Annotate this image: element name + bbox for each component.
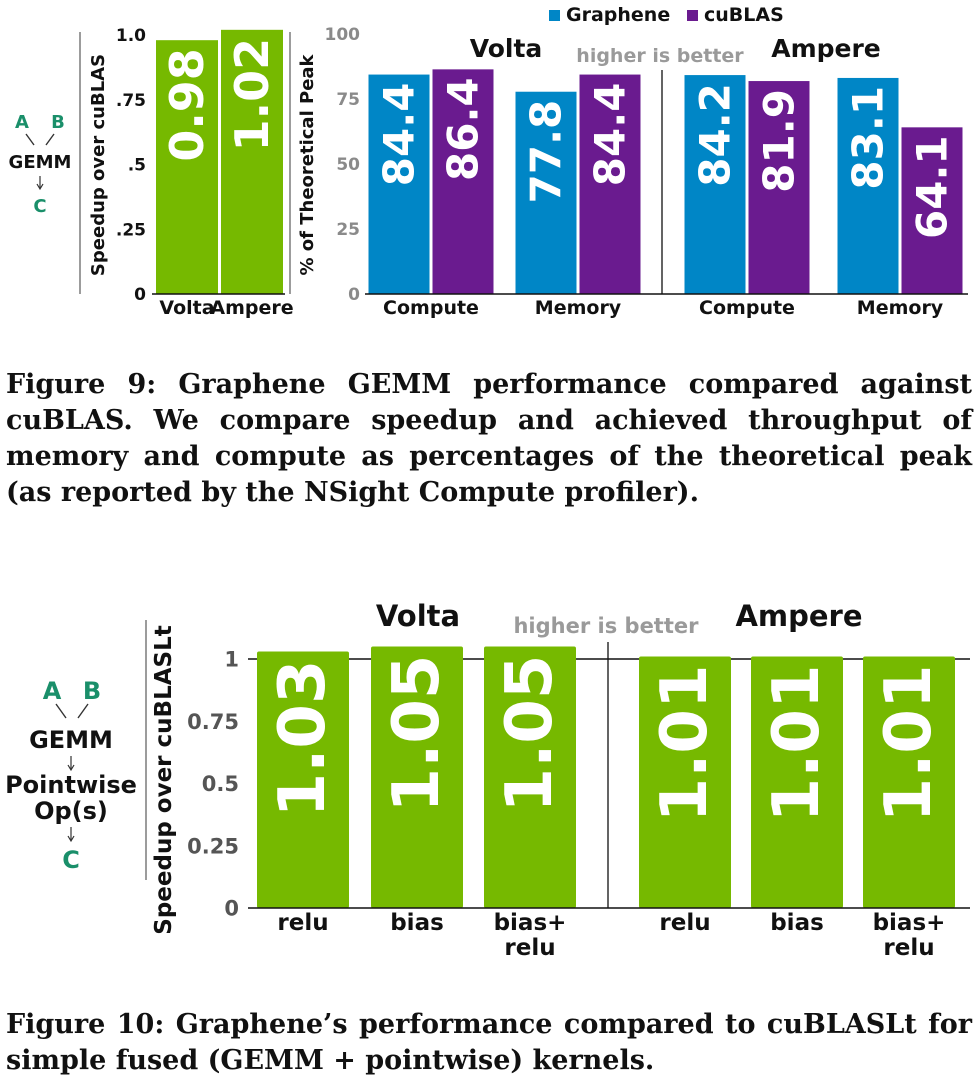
y-tick-label: 1 — [224, 648, 239, 672]
x-tick-label: bias+ relu — [873, 910, 946, 961]
legend-label: cuBLAS — [704, 4, 784, 26]
bar-volta — [156, 40, 218, 295]
bar-graphene-compute — [684, 75, 746, 294]
y-tick-label: 1.0 — [116, 26, 146, 46]
y-tick-label: 0.75 — [187, 710, 239, 734]
group-title: Ampere — [771, 34, 881, 63]
arrow-a-gemm — [25, 133, 35, 146]
figure-9-caption: Figure 9: Graphene GEMM performance comp… — [6, 369, 972, 508]
value-label: 1.01 — [872, 665, 946, 823]
y-tick-label: .25 — [116, 220, 146, 240]
figure-10-caption: Figure 10: Graphene’s performance compar… — [6, 1009, 972, 1076]
y-tick-label: 0.5 — [202, 772, 239, 796]
diagram-b: B — [51, 112, 65, 133]
speedup-chart: 0 .25 .5 .75 1.0 Speedup over cuBLAS 0.98 Volta… — [88, 26, 294, 319]
bar-volta — [484, 646, 576, 908]
legend-swatch-cublas — [687, 10, 698, 21]
bar-volta — [371, 646, 463, 908]
y-tick-label: .75 — [116, 91, 146, 111]
y-tick-label: 0 — [134, 285, 146, 305]
x-tick-label: Memory — [535, 297, 622, 319]
value-label: 0.98 — [160, 48, 214, 161]
bar-graphene-memory — [837, 77, 899, 294]
bar-cublas-compute — [432, 69, 494, 294]
arrow-ops-c — [67, 827, 75, 843]
x-tick-label: Volta — [159, 297, 214, 319]
y-axis-label: Speedup over cuBLAS — [88, 54, 109, 276]
value-label: 1.01 — [648, 665, 722, 823]
x-tick-label: bias — [390, 910, 444, 936]
value-label: 77.8 — [522, 100, 571, 204]
annotation: higher is better — [576, 45, 744, 67]
bar-ampere — [863, 656, 955, 908]
figure-10: A B GEMM Pointwise Op(s) C 0 0.25 0.5 0.75 1… — [5, 599, 970, 961]
x-tick-label: Ampere — [210, 297, 293, 319]
gemm-diagram: A B GEMM C — [9, 112, 72, 217]
bar-graphene-compute — [368, 74, 430, 294]
group-title: Volta — [376, 599, 460, 633]
diagram-c: C — [33, 196, 46, 217]
arrow-b-gemm — [45, 133, 55, 146]
value-label: 1.01 — [760, 665, 834, 823]
fused-diagram: A B GEMM Pointwise Op(s) C — [5, 677, 137, 874]
value-label: 84.4 — [586, 83, 635, 187]
legend-label: Graphene — [566, 4, 670, 26]
diagram-b: B — [83, 677, 101, 705]
diagram-gemm: GEMM — [9, 152, 72, 173]
bar-cublas-memory — [901, 127, 963, 294]
value-label: 81.9 — [755, 89, 804, 193]
bar-ampere — [751, 656, 843, 908]
value-label: 83.1 — [844, 86, 893, 190]
value-label: 86.4 — [439, 77, 488, 181]
diagram-a: A — [43, 677, 62, 705]
diagram-ops: Op(s) — [34, 797, 108, 825]
diagram-c: C — [62, 846, 80, 874]
bar-ampere — [639, 656, 731, 908]
arrow-a-gemm — [55, 703, 67, 719]
arrow-gemm-c — [36, 176, 44, 191]
y-tick-label: 0.25 — [187, 834, 239, 858]
value-label: 1.02 — [225, 38, 279, 152]
legend-swatch-graphene — [549, 10, 560, 21]
y-tick-label: 25 — [336, 220, 360, 240]
throughput-chart: 0 25 50 75 100 % of Theoretical Peak Graphene c… — [297, 4, 968, 319]
x-tick-label: Compute — [699, 297, 795, 319]
y-tick-label: 100 — [325, 25, 361, 45]
y-axis-label: Speedup over cuBLASLt — [151, 625, 177, 935]
annotation: higher is better — [513, 614, 699, 638]
arrow-b-gemm — [77, 703, 89, 719]
y-axis-label: % of Theoretical Peak — [297, 53, 318, 275]
bar-volta — [257, 651, 349, 908]
bar-cublas-memory — [579, 74, 641, 294]
figure-9: A B GEMM C 0 .25 .5 .75 1.0 Speedup over cuBL… — [9, 4, 968, 319]
diagram-a: A — [15, 112, 29, 133]
x-tick-label: Memory — [857, 297, 944, 319]
diagram-pointwise: Pointwise — [5, 771, 137, 799]
value-label: 1.05 — [380, 655, 454, 813]
bar-ampere — [221, 29, 283, 294]
diagram-gemm: GEMM — [29, 726, 113, 754]
value-label: 1.05 — [493, 655, 567, 813]
value-label: 1.03 — [266, 660, 340, 818]
value-label: 84.4 — [375, 83, 424, 187]
x-tick-label: bias — [770, 910, 824, 936]
group-title: Ampere — [735, 599, 862, 633]
x-tick-label: relu — [277, 910, 328, 936]
fused-speedup-chart: 0 0.25 0.5 0.75 1 Speedup over cuBLASLt Volta A… — [151, 599, 970, 961]
bar-graphene-memory — [515, 91, 577, 294]
y-tick-label: 0 — [348, 285, 360, 305]
y-tick-label: 75 — [336, 90, 360, 110]
y-tick-label: 50 — [336, 155, 360, 175]
group-title: Volta — [470, 34, 543, 63]
x-tick-label: relu — [659, 910, 710, 936]
y-tick-label: 0 — [224, 897, 239, 921]
value-label: 64.1 — [908, 135, 957, 239]
y-tick-label: .5 — [128, 156, 146, 176]
arrow-gemm-pointwise — [67, 756, 75, 772]
value-label: 84.2 — [691, 83, 740, 187]
bar-cublas-compute — [748, 81, 810, 294]
x-tick-label: Compute — [383, 297, 479, 319]
x-tick-label: bias+ relu — [494, 910, 567, 961]
